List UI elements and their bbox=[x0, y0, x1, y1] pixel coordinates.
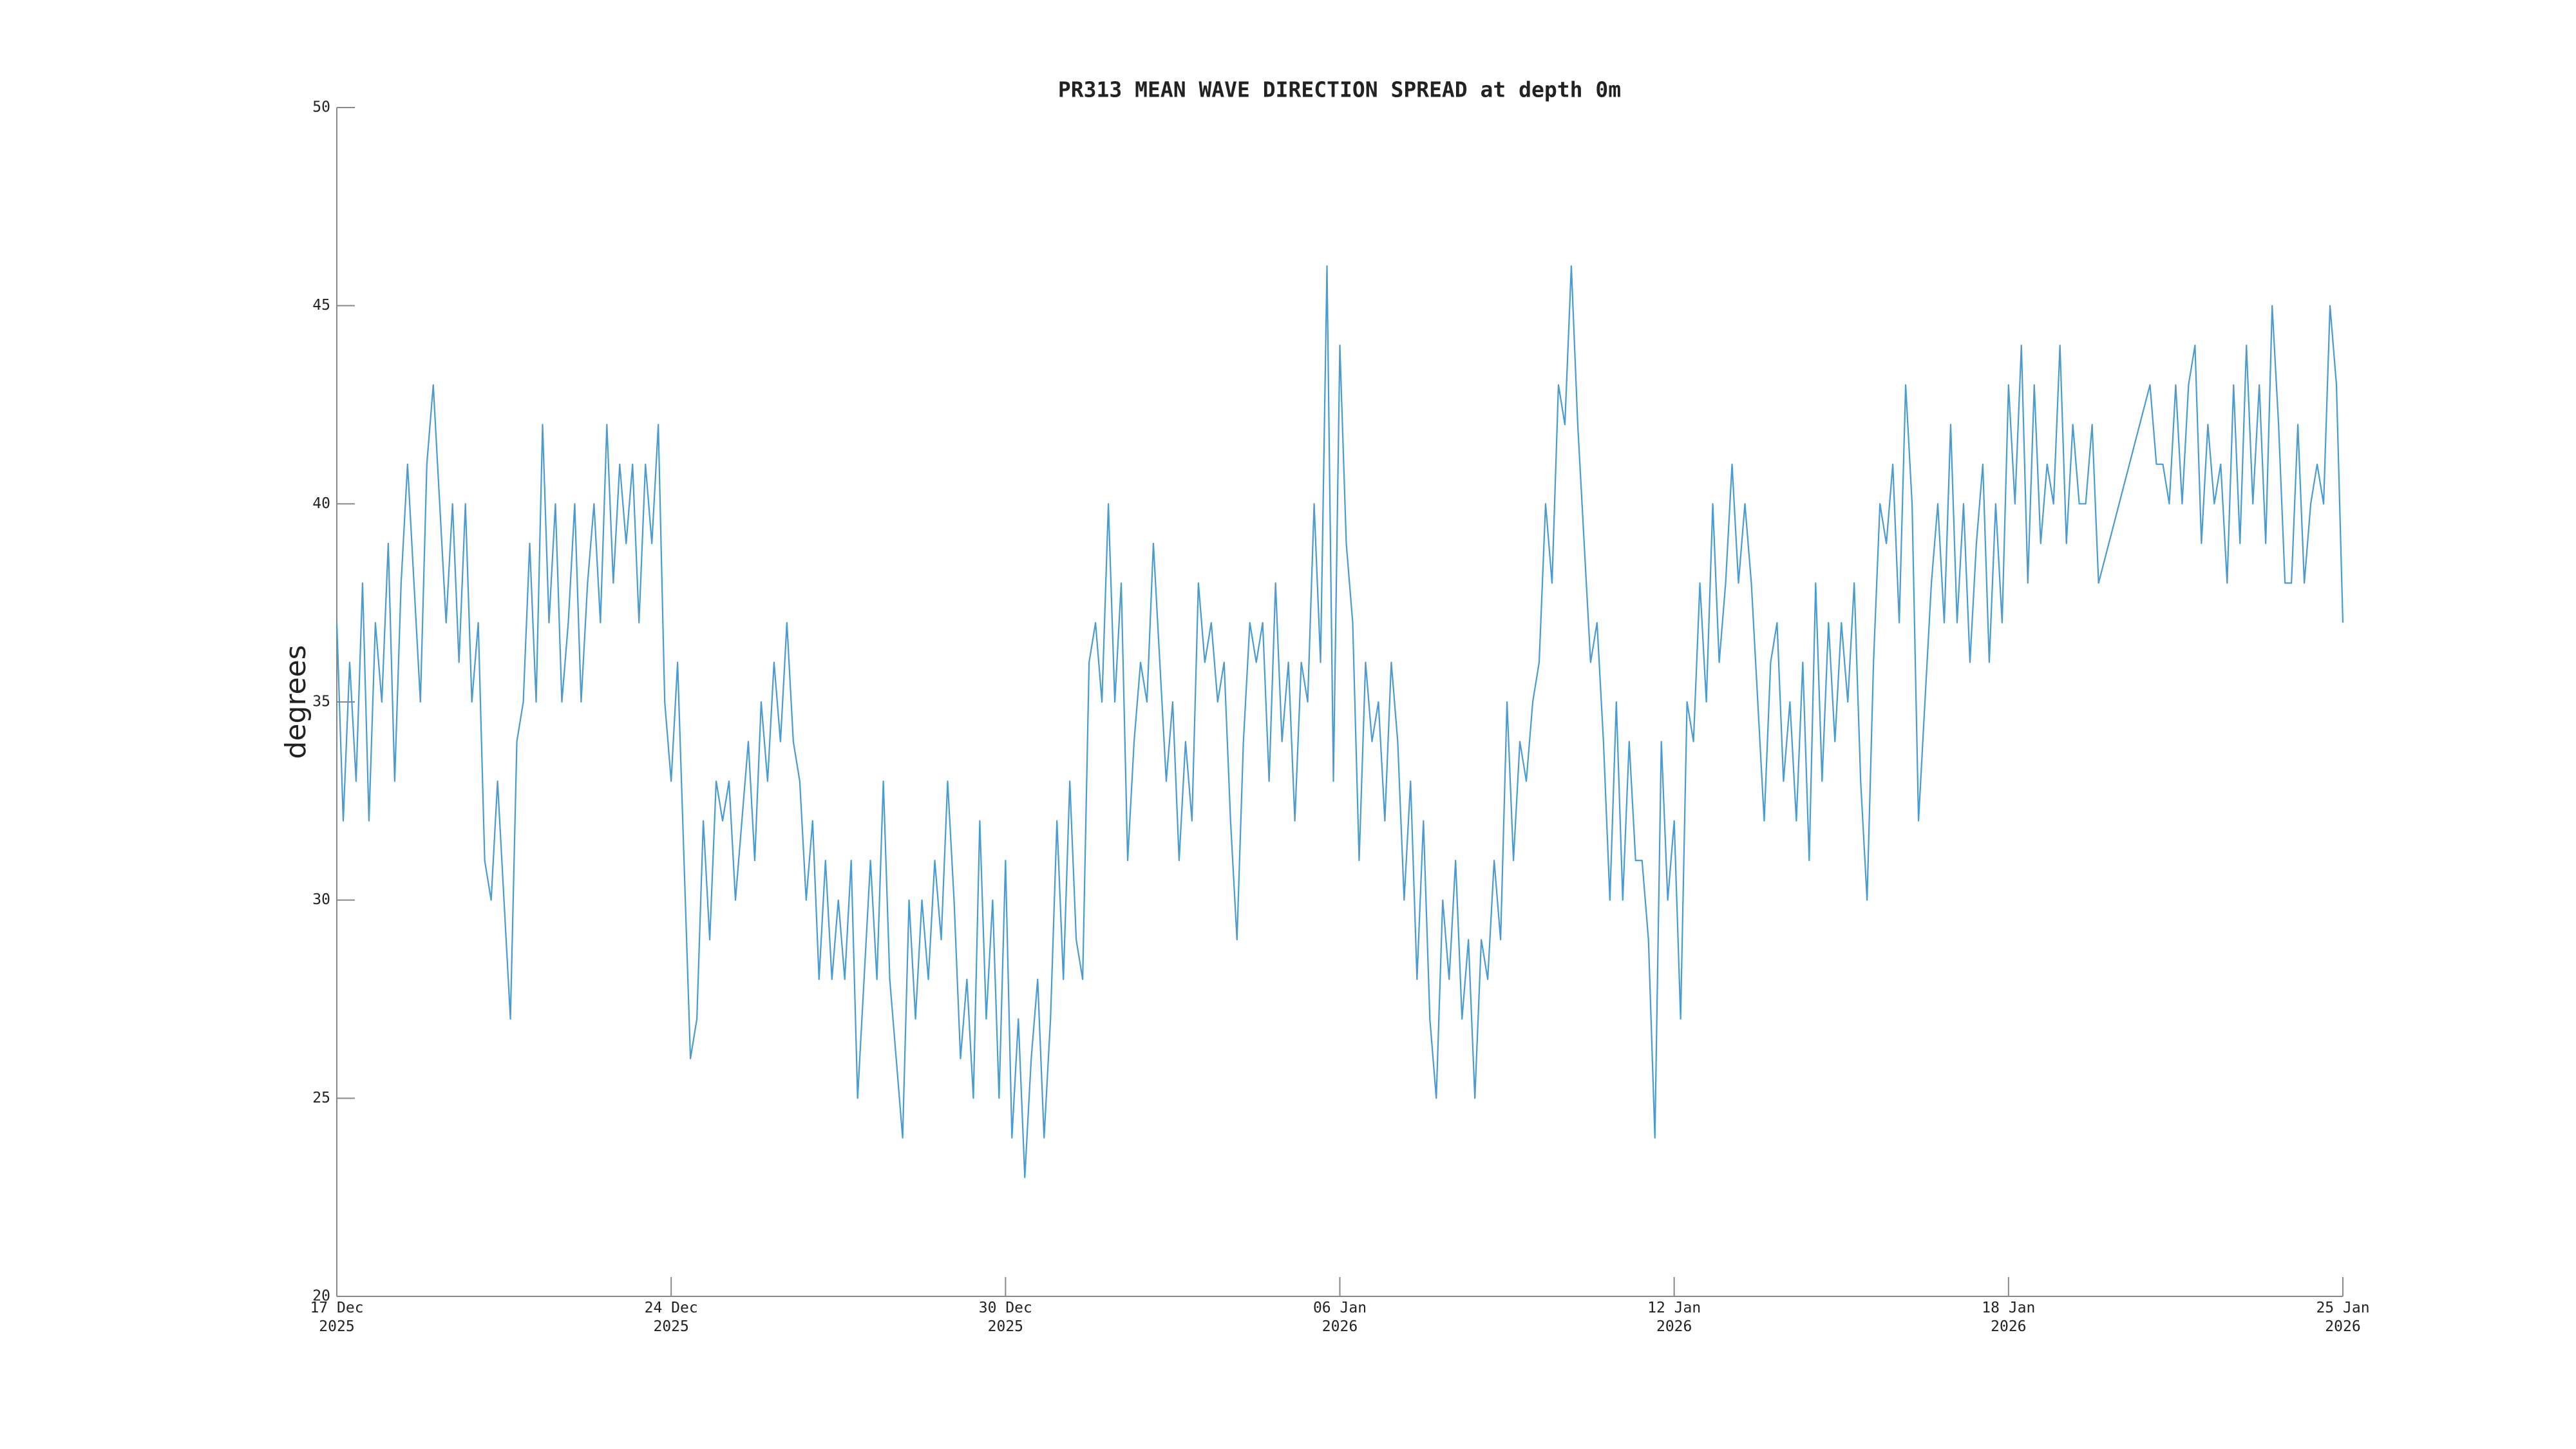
x-tick-label-line: 25 Jan bbox=[2316, 1300, 2369, 1316]
y-tick-label: 25 bbox=[312, 1090, 330, 1106]
y-tick-label: 35 bbox=[312, 694, 330, 710]
data-line bbox=[336, 265, 2344, 1179]
x-tick-label-line: 24 Dec bbox=[645, 1300, 698, 1316]
y-tick-label: 45 bbox=[312, 297, 330, 314]
x-tick-label: 17 Dec 2025 bbox=[310, 1300, 363, 1335]
y-axis-label: degrees bbox=[279, 645, 312, 759]
y-tick-label: 40 bbox=[312, 495, 330, 512]
x-tick-label-line: 2025 bbox=[319, 1318, 354, 1335]
x-tick-label-line: 2025 bbox=[988, 1318, 1023, 1335]
chart-title: PR313 MEAN WAVE DIRECTION SPREAD at dept… bbox=[1058, 77, 1621, 102]
x-tick-label-line: 2026 bbox=[2325, 1318, 2360, 1335]
y-tick-label: 30 bbox=[312, 891, 330, 908]
x-tick-label: 18 Jan 2026 bbox=[1982, 1300, 2035, 1335]
x-tick-label-line: 18 Jan bbox=[1982, 1300, 2035, 1316]
x-tick-label: 24 Dec 2025 bbox=[645, 1300, 698, 1335]
y-tick-label: 50 bbox=[312, 99, 330, 116]
x-tick-label-line: 12 Jan bbox=[1647, 1300, 1701, 1316]
x-tick-label: 25 Jan 2026 bbox=[2316, 1300, 2369, 1335]
x-tick-label-line: 06 Jan bbox=[1313, 1300, 1367, 1316]
x-tick-label: 06 Jan 2026 bbox=[1313, 1300, 1367, 1335]
x-tick-label-line: 2026 bbox=[1322, 1318, 1358, 1335]
x-tick-label: 12 Jan 2026 bbox=[1647, 1300, 1701, 1335]
x-tick-label-line: 30 Dec bbox=[979, 1300, 1032, 1316]
y-tick-label: 20 bbox=[312, 1288, 330, 1305]
x-tick-label-line: 17 Dec bbox=[310, 1300, 363, 1316]
x-tick-label: 30 Dec 2025 bbox=[979, 1300, 1032, 1335]
x-tick-label-line: 2025 bbox=[653, 1318, 688, 1335]
x-tick-label-line: 2026 bbox=[1991, 1318, 2026, 1335]
x-tick-label-line: 2026 bbox=[1656, 1318, 1692, 1335]
